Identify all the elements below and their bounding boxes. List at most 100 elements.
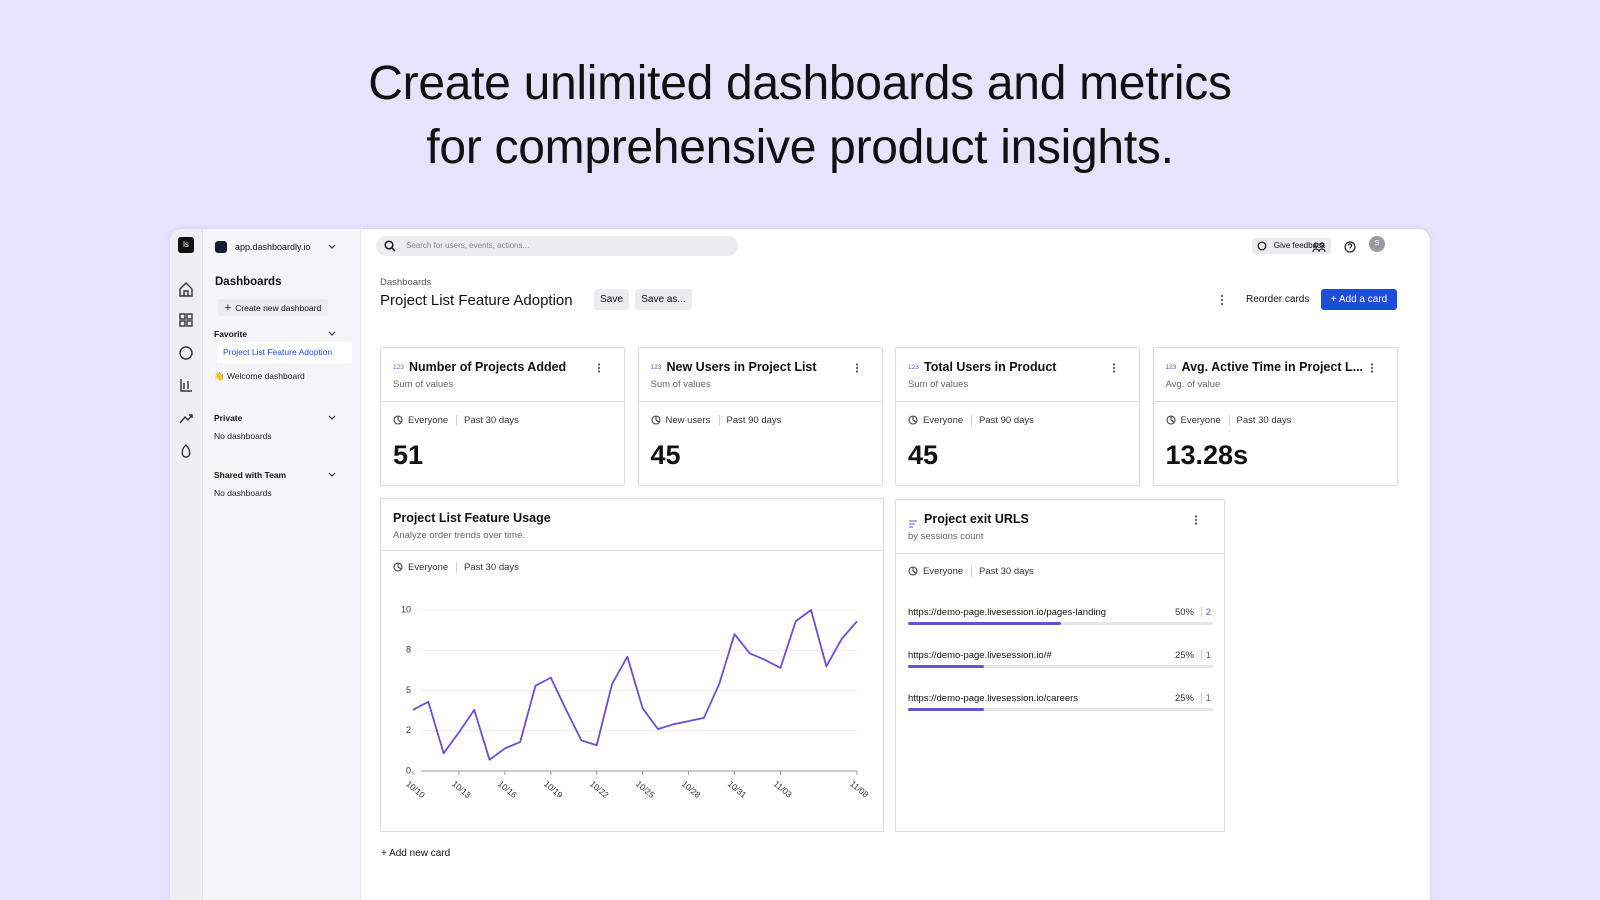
team-icon[interactable] [1312,242,1326,253]
card-subtitle: Avg. of value [1165,379,1221,390]
period: Past 30 days [1236,415,1292,426]
search-box[interactable]: Search for users, events, actions... [376,236,738,256]
logo: ls [178,237,194,253]
share: 25% [1174,650,1194,661]
separator [1201,650,1202,660]
dashboards-icon[interactable] [179,313,193,327]
help-icon[interactable] [1344,241,1356,253]
chevron [328,331,336,336]
x-tick-label: 10/22 [588,779,611,801]
more-menu[interactable] [1366,362,1378,374]
separator [971,566,972,577]
sidebar: app.dashboardly.io Dashboards + Create ne… [203,229,361,900]
feedback-label: Give feedback [1273,241,1325,250]
heat-icon[interactable] [181,444,191,458]
separator [718,415,720,426]
segment: Everyone [923,566,964,577]
chevron[interactable] [327,242,337,252]
url[interactable]: https://demo-page.livesession.io/pages-l… [908,607,1107,618]
card-subtitle: Sum of values [908,379,969,390]
x-tick-label: 10/19 [542,779,565,801]
top-icons [1312,241,1356,253]
url[interactable]: https://demo-page.livesession.io/careers [908,693,1079,704]
add-card-button[interactable]: + Add a card [1321,289,1397,310]
metric-value: 13.28s [1165,440,1249,470]
dashboard-title: Project List Feature Adoption [380,292,573,309]
bar [908,665,985,668]
search-icon [384,240,396,252]
separator [971,415,972,426]
card-title: New Users in Project List [666,360,817,374]
x-tick-label: 10/25 [634,779,657,801]
divider [896,553,1224,554]
save-as-button[interactable]: Save as... [635,289,692,310]
headline: for comprehensive product insights. [426,121,1174,174]
trends-icon[interactable] [179,414,193,424]
separator [1201,693,1202,703]
segment-icon [393,562,403,572]
metric-icon: 123 [393,364,404,371]
segment-icon [908,415,918,425]
divider [381,401,624,402]
home-icon[interactable] [179,282,193,297]
group-title[interactable]: Favorite [214,329,248,339]
card-title: Project List Feature Usage [393,511,551,525]
separator [1228,415,1230,426]
reports-icon[interactable] [180,379,192,392]
segment: Everyone [923,415,964,426]
reorder-button[interactable]: Reorder cards [1246,294,1310,305]
more-menu[interactable] [593,362,605,374]
segment-icon [393,415,403,425]
add-new-card[interactable]: + Add new card [381,848,451,859]
bar [908,708,985,711]
metric-card: 123 Number of Projects Added Sum of values… [380,347,625,486]
create-dashboard-button[interactable]: + Create new dashboard [218,299,328,316]
group-title[interactable]: Shared with Team [214,470,287,480]
x-tick-label: 11/08 [848,779,870,800]
card-title: Total Users in Product [924,360,1057,374]
bar-track [908,708,1213,711]
card-subtitle: Analyze order trends over time. [393,530,526,541]
breadcrumb[interactable]: Dashboards [380,277,432,288]
search-placeholder: Search for users, events, actions... [406,241,530,250]
metric-value: 45 [908,440,939,470]
data-line [412,609,858,761]
save-button[interactable]: Save [594,289,629,310]
bar-track [908,665,1213,668]
sidebar-item: No dashboards [214,488,272,498]
card-title: Project exit URLS [924,512,1029,526]
metric-value: 51 [393,440,424,470]
divider [638,401,882,402]
bar-track [908,622,1213,625]
bar [908,622,1061,625]
card-title: Avg. Active Time in Project L... [1181,360,1364,374]
segment: Everyone [408,415,449,426]
more-menu[interactable] [1190,514,1202,526]
count: 2 [1205,607,1211,618]
more-menu[interactable] [851,362,863,374]
x-tick-label: 10/28 [680,779,703,801]
url[interactable]: https://demo-page.livesession.io/# [908,650,1052,661]
list-icon [909,520,917,528]
workspace-icon [215,241,227,253]
segment: New users [665,415,711,426]
selected-item-bg [217,342,352,363]
avatar[interactable]: S [1369,236,1385,252]
sidebar-item[interactable]: Project List Feature Adoption [223,347,333,357]
chevron [328,472,336,477]
share: 50% [1174,607,1194,618]
workspace[interactable]: app.dashboardly.io [235,242,311,252]
feedback-button[interactable]: Give feedback [1252,238,1331,254]
sidebar-item[interactable]: 👋 Welcome dashboard [214,371,305,381]
group-title[interactable]: Private [214,413,243,423]
more-menu[interactable] [1108,362,1120,374]
y-tick-label: 10 [401,604,411,614]
period: Past 90 days [726,415,782,426]
sessions-icon[interactable] [179,346,193,360]
metric-card: 123 Avg. Active Time in Project L... Avg. … [1152,347,1398,486]
line-chart: 0 2 5 8 10 10/10 10/13 10/16 10/19 10/22 10/25 10/2… [401,604,871,801]
more-menu[interactable] [1219,293,1225,307]
x-tick-label: 10/16 [496,779,519,801]
separator [1201,607,1202,617]
button-label: Add a card [1338,294,1388,305]
